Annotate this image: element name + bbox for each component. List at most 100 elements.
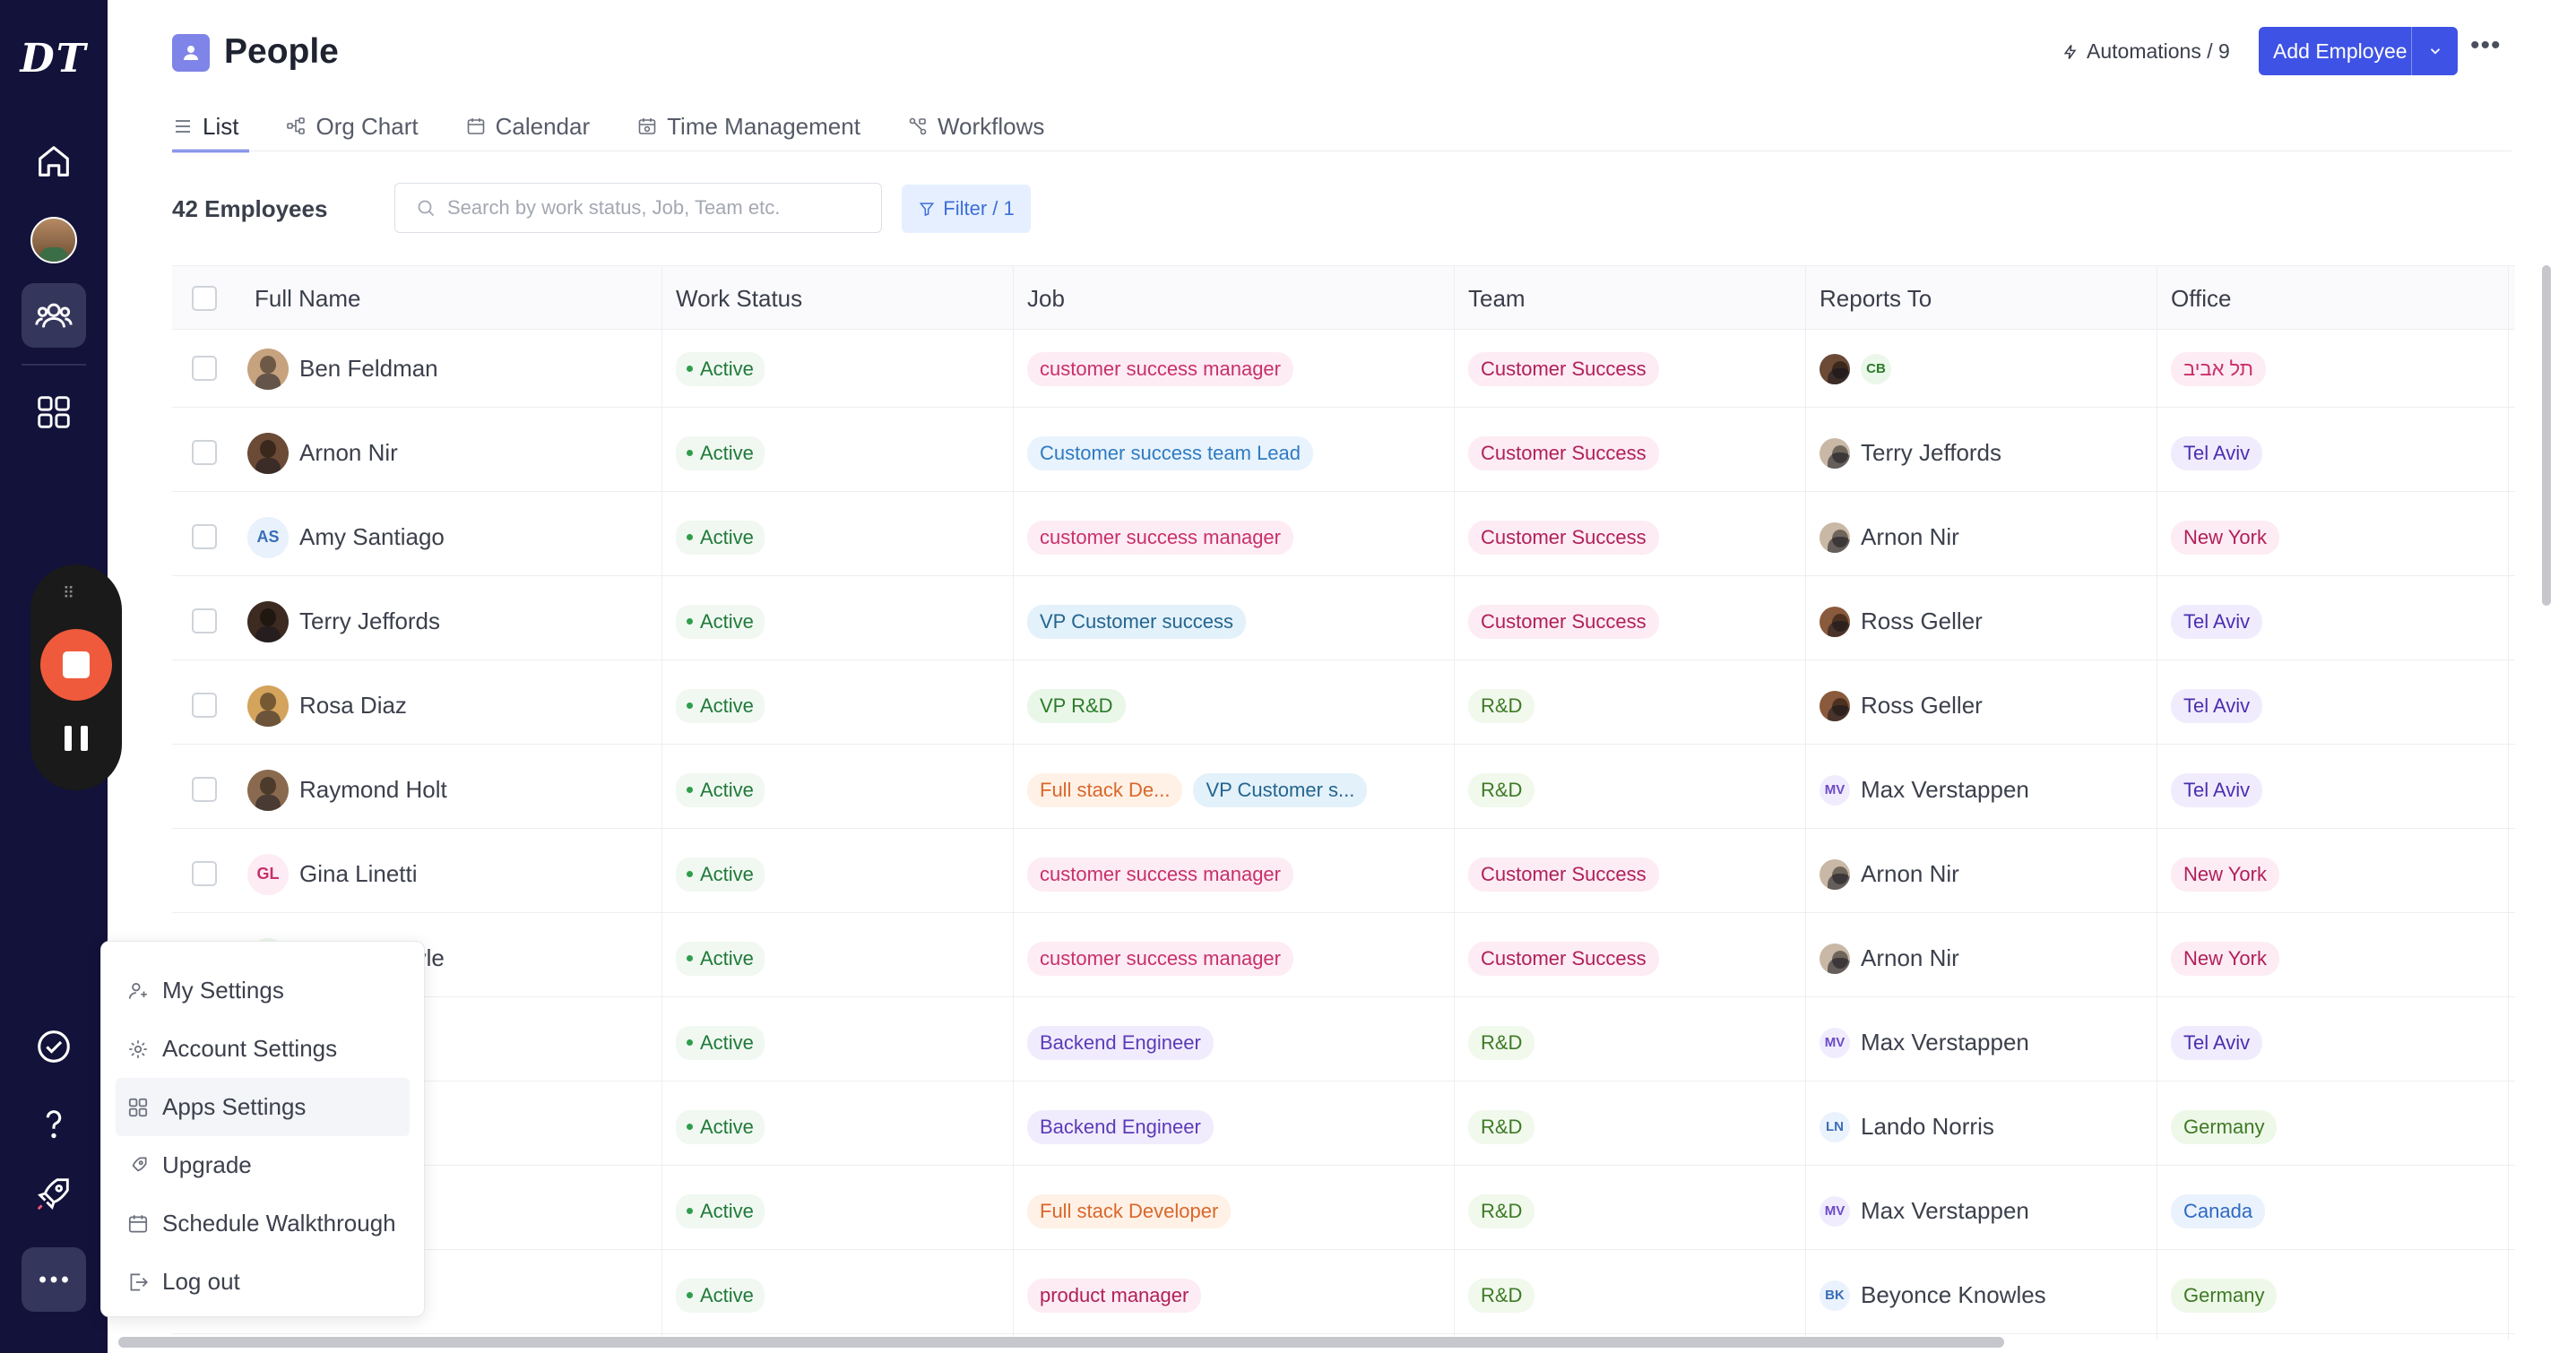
horizontal-scrollbar[interactable]: [118, 1337, 2004, 1348]
team-pill[interactable]: R&D: [1468, 772, 1535, 807]
office-pill[interactable]: Germany: [2171, 1278, 2278, 1313]
pause-button[interactable]: [65, 726, 88, 753]
menu-item-upgrade[interactable]: Upgrade: [116, 1136, 410, 1194]
stop-record-button[interactable]: [40, 629, 112, 701]
app-logo[interactable]: DT: [20, 36, 88, 82]
table-row[interactable]: CBCharles BoyleActivecustomer success ma…: [172, 919, 2515, 997]
team-pill[interactable]: R&D: [1468, 1194, 1535, 1228]
column-header-office[interactable]: Office: [2171, 285, 2232, 312]
tab-org-chart[interactable]: Org Chart: [285, 100, 419, 152]
column-header-reports-to[interactable]: Reports To: [1820, 285, 1932, 312]
add-employee-button[interactable]: Add Employee: [2259, 27, 2458, 75]
tab-list[interactable]: List: [172, 100, 251, 152]
team-pill[interactable]: R&D: [1468, 1278, 1535, 1313]
menu-item-account-settings[interactable]: Account Settings: [116, 1020, 410, 1078]
apps-button[interactable]: [22, 380, 86, 444]
job-pill[interactable]: customer success manager: [1027, 351, 1293, 386]
manager-name[interactable]: Terry Jeffords: [1861, 439, 2002, 466]
office-pill[interactable]: New York: [2171, 941, 2279, 976]
row-checkbox[interactable]: [192, 861, 217, 886]
tab-calendar[interactable]: Calendar: [465, 100, 590, 152]
employee-name[interactable]: Terry Jeffords: [299, 608, 441, 634]
more-menu-button[interactable]: [22, 1247, 86, 1312]
employee-name[interactable]: Ben Feldman: [299, 355, 438, 382]
employee-name[interactable]: Arnon Nir: [299, 439, 398, 466]
team-pill[interactable]: Customer Success: [1468, 941, 1659, 976]
menu-item-apps-settings[interactable]: Apps Settings: [116, 1078, 410, 1136]
chevron-down-icon[interactable]: [2412, 43, 2458, 59]
manager-name[interactable]: Arnon Nir: [1861, 860, 1959, 887]
office-pill[interactable]: Germany: [2171, 1109, 2278, 1144]
office-pill[interactable]: Tel Aviv: [2171, 435, 2263, 470]
office-pill[interactable]: Tel Aviv: [2171, 772, 2263, 807]
job-pill[interactable]: customer success manager: [1027, 520, 1293, 555]
user-avatar[interactable]: [30, 217, 77, 263]
row-checkbox[interactable]: [192, 693, 217, 718]
employee-name[interactable]: Rosa Diaz: [299, 692, 407, 719]
menu-item-schedule-walkthrough[interactable]: Schedule Walkthrough: [116, 1194, 410, 1253]
team-pill[interactable]: Customer Success: [1468, 520, 1659, 555]
job-pill[interactable]: VP Customer s...: [1193, 772, 1368, 807]
job-pill[interactable]: customer success manager: [1027, 857, 1293, 892]
search-box[interactable]: [394, 183, 882, 233]
manager-name[interactable]: Max Verstappen: [1861, 776, 2029, 803]
job-pill[interactable]: customer success manager: [1027, 941, 1293, 976]
team-pill[interactable]: Customer Success: [1468, 604, 1659, 639]
select-all-checkbox[interactable]: [192, 286, 217, 311]
menu-item-log-out[interactable]: Log out: [116, 1253, 410, 1311]
table-row[interactable]: GL Gina Linetti Active customer success man…: [172, 835, 2515, 913]
table-row[interactable]: Terry Jeffords Active VP Customer success C…: [172, 582, 2515, 660]
table-row[interactable]: Arnon Nir Active Customer success team Lea…: [172, 414, 2515, 492]
team-pill[interactable]: Customer Success: [1468, 857, 1659, 892]
manager-name[interactable]: Beyonce Knowles: [1861, 1281, 2046, 1308]
manager-name[interactable]: Arnon Nir: [1861, 523, 1959, 550]
office-pill[interactable]: New York: [2171, 520, 2279, 555]
job-pill[interactable]: VP Customer success: [1027, 604, 1247, 639]
vertical-scrollbar[interactable]: [2542, 265, 2551, 606]
table-row[interactable]: Rosa Diaz Active VP R&D R&D Ross Geller Tel A…: [172, 667, 2515, 745]
column-header-full-name[interactable]: Full Name: [255, 285, 361, 312]
manager-name[interactable]: Lando Norris: [1861, 1113, 1994, 1140]
column-header-work-status[interactable]: Work Status: [676, 285, 803, 312]
job-pill[interactable]: product manager: [1027, 1278, 1202, 1313]
job-pill[interactable]: Full stack De...: [1027, 772, 1183, 807]
row-checkbox[interactable]: [192, 524, 217, 549]
job-pill[interactable]: Customer success team Lead: [1027, 435, 1314, 470]
column-header-tenure[interactable]: Tenure: [2510, 266, 2515, 331]
job-pill[interactable]: VP R&D: [1027, 688, 1126, 723]
search-input[interactable]: [447, 196, 860, 220]
office-pill[interactable]: Canada: [2171, 1194, 2266, 1228]
column-header-team[interactable]: Team: [1468, 285, 1526, 312]
tab-time-management[interactable]: Time Management: [636, 100, 860, 152]
filter-button[interactable]: Filter / 1: [902, 185, 1031, 233]
column-header-job[interactable]: Job: [1027, 285, 1065, 312]
team-pill[interactable]: R&D: [1468, 688, 1535, 723]
menu-item-my-settings[interactable]: My Settings: [116, 961, 410, 1020]
row-checkbox[interactable]: [192, 608, 217, 633]
manager-name[interactable]: Max Verstappen: [1861, 1197, 2029, 1224]
team-pill[interactable]: Customer Success: [1468, 435, 1659, 470]
table-row[interactable]: Raymond Holt Active Full stack De... VP Cus…: [172, 751, 2515, 829]
employee-name[interactable]: Amy Santiago: [299, 523, 445, 550]
row-checkbox[interactable]: [192, 777, 217, 802]
tab-workflows[interactable]: Workflows: [907, 100, 1044, 152]
manager-name[interactable]: Arnon Nir: [1861, 944, 1959, 971]
table-row[interactable]: AS Amy Santiago Active customer success man…: [172, 498, 2515, 576]
office-pill[interactable]: תל אביב: [2171, 351, 2266, 386]
automations-button[interactable]: Automations / 9: [2062, 39, 2230, 64]
more-options-button[interactable]: •••: [2470, 30, 2502, 60]
team-pill[interactable]: Customer Success: [1468, 351, 1659, 386]
office-pill[interactable]: Tel Aviv: [2171, 1025, 2263, 1060]
job-pill[interactable]: Full stack Developer: [1027, 1194, 1232, 1228]
job-pill[interactable]: Backend Engineer: [1027, 1109, 1214, 1144]
office-pill[interactable]: Tel Aviv: [2171, 604, 2263, 639]
employee-name[interactable]: Gina Linetti: [299, 860, 418, 887]
manager-name[interactable]: Ross Geller: [1861, 692, 1983, 719]
drag-handle-icon[interactable]: ⠿: [63, 584, 77, 602]
team-pill[interactable]: R&D: [1468, 1025, 1535, 1060]
launch-button[interactable]: [22, 1161, 86, 1226]
employee-name[interactable]: Raymond Holt: [299, 776, 447, 803]
